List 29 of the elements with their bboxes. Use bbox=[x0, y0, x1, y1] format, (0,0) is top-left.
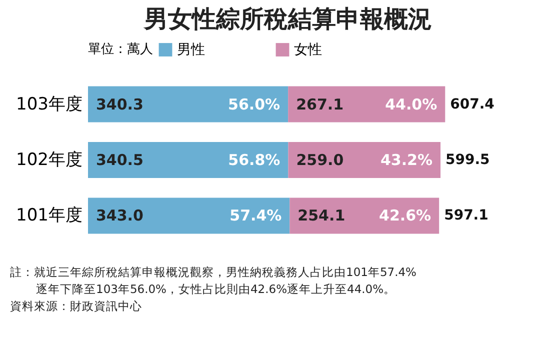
bar bbox=[88, 86, 288, 122]
legend-label: 女性 bbox=[294, 42, 322, 58]
annotation: 42.6% bbox=[379, 206, 432, 225]
y-tick-label: 103年度 bbox=[16, 94, 82, 114]
source-note: 資料來源：財政資訊中心 bbox=[10, 299, 142, 313]
annotation: 44.0% bbox=[385, 95, 438, 114]
total-label: 597.1 bbox=[444, 208, 488, 224]
data-label: 267.1 bbox=[296, 95, 344, 114]
legend-label: 男性 bbox=[177, 42, 205, 58]
y-tick-label: 102年度 bbox=[16, 150, 82, 170]
data-label: 259.0 bbox=[296, 151, 344, 169]
annotation: 57.4% bbox=[230, 206, 282, 225]
annotation: 56.0% bbox=[228, 95, 280, 114]
data-label: 340.5 bbox=[96, 151, 144, 169]
data-label: 340.3 bbox=[96, 95, 144, 114]
bar bbox=[88, 142, 288, 178]
data-label: 343.0 bbox=[96, 206, 144, 225]
text: 註：就近三年綜所稅結算申報概況觀察，男性納稅義務人占比由101年57.4%逐年下降至103年56.0%，女性占比則由42.6%逐年上升至44.0%。 bbox=[10, 265, 417, 296]
y-tick-label: 101年度 bbox=[16, 206, 82, 226]
annotation: 43.2% bbox=[380, 151, 432, 169]
data-label: 254.1 bbox=[298, 206, 346, 225]
bar bbox=[288, 86, 446, 122]
bar bbox=[290, 198, 440, 234]
chart-title: 男女性綜所稅結算申報概況 bbox=[143, 5, 432, 33]
total-label: 607.4 bbox=[450, 96, 495, 112]
total-label: 599.5 bbox=[446, 152, 490, 168]
bar bbox=[88, 198, 290, 234]
annotation: 56.8% bbox=[228, 151, 280, 169]
legend-title: 單位：萬人 bbox=[88, 42, 153, 57]
